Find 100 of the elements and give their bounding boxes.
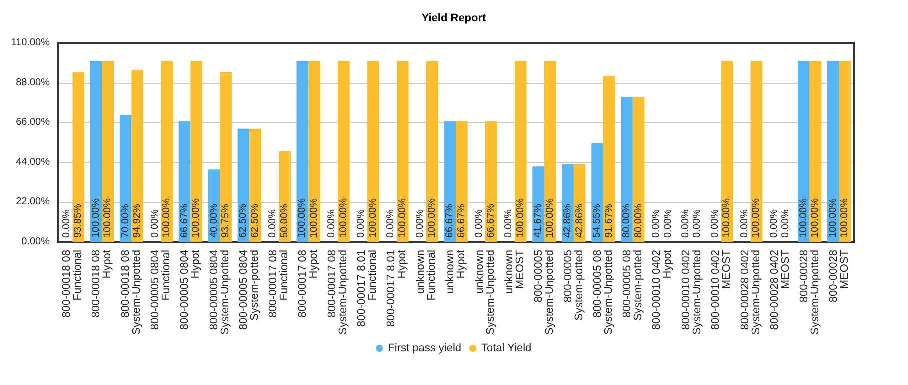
x-tick-label: unknown Functional (415, 250, 438, 301)
x-tick-label: unknown Hypot (444, 250, 468, 294)
data-label: 70.00% (120, 204, 132, 238)
bar (368, 61, 380, 242)
data-label: 100.00% (515, 198, 526, 238)
x-tick-label: 800-00028 0402 System-Unpotted (739, 250, 762, 335)
y-tick-label: 22.00% (16, 196, 50, 208)
data-label: 80.00% (633, 204, 644, 238)
data-label: 54.55% (592, 204, 604, 238)
x-tick-label: 800-00005 0804 System-potted (238, 250, 262, 330)
bar (810, 61, 822, 242)
x-tick-label: 800-00005 0804 Hypot (179, 250, 202, 330)
data-label: 0.00% (768, 210, 780, 238)
data-label: 100.00% (368, 198, 379, 238)
bar (839, 61, 852, 242)
bar (544, 61, 556, 242)
data-label: 0.00% (650, 210, 662, 238)
bar (592, 143, 604, 242)
bar (279, 152, 291, 242)
bar (621, 97, 633, 242)
bar (750, 61, 763, 242)
data-label: 100.00% (798, 198, 810, 238)
data-label: 100.00% (338, 198, 350, 238)
data-label: 66.67% (179, 204, 190, 238)
bar (603, 76, 616, 242)
bar (827, 61, 840, 242)
x-tick-label: 800-00017 8.01 Functional (356, 250, 380, 328)
data-label: 100.00% (162, 198, 173, 238)
bar (220, 72, 232, 242)
x-tick-label: 800-00018 08 System-Unpotted (120, 250, 144, 335)
bar (632, 97, 645, 242)
bar (120, 115, 132, 242)
data-label: 0.00% (356, 210, 368, 238)
x-tick-label: 800-00018 08 Functional (61, 250, 84, 318)
bar (514, 61, 527, 242)
x-tick-label: 800-00005 08 System-potted (621, 250, 644, 321)
bar (161, 61, 173, 242)
data-label: 0.00% (150, 210, 161, 238)
data-label: 0.00% (504, 210, 515, 238)
x-tick-label: 800-00010 0402 System-Unpotted (680, 250, 704, 335)
x-tick-label: 800-00010 0402 MEOST (710, 250, 733, 330)
data-label: 0.00% (268, 210, 279, 238)
bar (444, 121, 456, 242)
bar (250, 128, 262, 242)
data-label: 0.00% (386, 210, 397, 238)
y-tick-label: 110.00% (11, 38, 50, 48)
data-label: 0.00% (474, 210, 486, 238)
data-label: 100.00% (722, 198, 733, 238)
data-label: 100.00% (102, 198, 114, 238)
data-label: 0.00% (415, 210, 426, 238)
bar (338, 61, 350, 242)
data-label: 42.86% (562, 204, 574, 238)
bar (485, 121, 498, 242)
data-label: 93.85% (73, 204, 84, 238)
bar (132, 70, 144, 242)
chart-title: Yield Report (422, 12, 487, 24)
bar (532, 166, 544, 242)
data-label: 40.00% (208, 204, 220, 238)
y-tick-label: 66.00% (16, 117, 50, 128)
data-label: 66.67% (456, 204, 468, 238)
x-tick-label: 800-00017 08 System-Unpotted (326, 250, 350, 335)
bar (190, 61, 202, 242)
bar (72, 72, 85, 242)
data-label: 100.00% (90, 198, 102, 238)
bar (102, 61, 114, 242)
data-label: 62.50% (250, 204, 262, 238)
x-tick-label: 800-00005 0804 System-Unpotted (208, 250, 232, 335)
data-label: 100.00% (397, 198, 408, 238)
data-label: 66.67% (486, 204, 497, 238)
data-label: 62.50% (238, 204, 250, 238)
x-tick-label: 800-00028 System-Unpotted (798, 250, 822, 335)
data-label: 0.00% (780, 210, 792, 238)
data-label: 91.67% (604, 204, 615, 238)
y-tick-label: 44.00% (16, 156, 50, 168)
data-label: 100.00% (751, 198, 762, 238)
data-label: 41.67% (533, 204, 544, 238)
data-label: 0.00% (326, 210, 338, 238)
data-label: 0.00% (61, 210, 72, 238)
data-label: 93.75% (220, 204, 232, 238)
bar (90, 61, 102, 242)
x-tick-label: 800-00017 08 Hypot (297, 250, 320, 318)
x-tick-label: 800-00010 0402 Hypot (650, 250, 674, 330)
bar (721, 61, 734, 242)
x-tick-label: 800-00018 08 Hypot (90, 250, 114, 318)
x-tick-label: 800-00017 08 Functional (268, 250, 291, 318)
data-label: 100.00% (297, 198, 308, 238)
bar (798, 61, 810, 242)
data-label: 100.00% (544, 198, 556, 238)
x-tick-label: 800-00005 08 System-Unpotted (592, 250, 615, 335)
data-label: 50.00% (280, 204, 291, 238)
data-label: 0.00% (739, 210, 750, 238)
data-label: 80.00% (621, 204, 632, 238)
bar (296, 61, 309, 242)
data-label: 0.00% (692, 210, 704, 238)
data-label: 0.00% (662, 210, 674, 238)
data-label: 100.00% (191, 198, 202, 238)
x-tick-label: 800-00028 MEOST (828, 250, 851, 303)
data-label: 94.92% (132, 204, 144, 238)
x-tick-label: 800-00017 8.01 Hypot (386, 250, 409, 328)
data-label: 100.00% (810, 198, 822, 238)
